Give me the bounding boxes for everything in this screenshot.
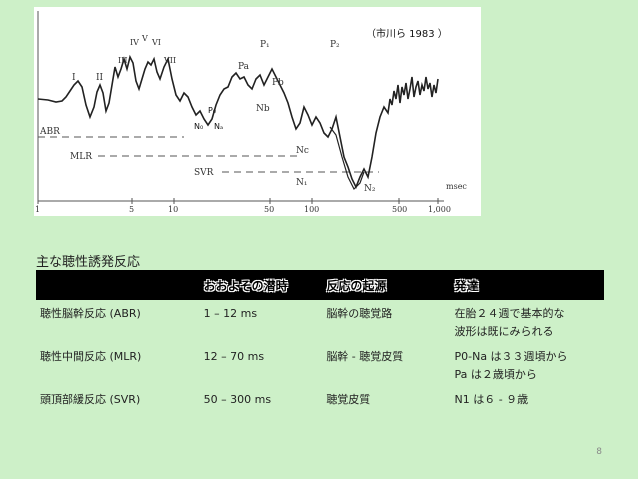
wave-label: N₂ <box>364 184 376 194</box>
aep-waveform-alt <box>329 126 365 191</box>
x-tick-label: 1 <box>35 205 40 214</box>
origin: 脳幹 - 聴覚皮質 <box>326 350 404 363</box>
latency: 12 – 70 ms <box>203 350 265 363</box>
x-tick-label: 100 <box>304 205 319 214</box>
response-name: 聴性中間反応 (MLR) <box>40 350 142 363</box>
header-cell-development: 発達 <box>450 270 604 300</box>
x-unit-label: msec <box>446 182 467 191</box>
development: 在胎２４週で基本的な 波形は既にみられる <box>454 307 565 338</box>
wave-label: N₁ <box>296 178 307 188</box>
section-title: 主な聴性誘発反応 <box>36 255 141 270</box>
header-origin: 反応の起源 <box>326 278 387 293</box>
waveform-plot: 1 5 10 50 100 500 1,000 msec ABR MLR SVR… <box>35 11 467 214</box>
x-tick-label: 10 <box>168 205 178 214</box>
latency: 50 – 300 ms <box>203 393 272 406</box>
origin: 脳幹の聴覚路 <box>326 307 393 320</box>
x-tick-label: 5 <box>129 205 134 214</box>
wave-label: Pb <box>272 78 284 88</box>
wave-label: V <box>141 34 148 43</box>
aep-table: おおよその潜時 反応の起源 発達 聴性脳幹反応 (ABR) 1 – 12 ms … <box>36 270 604 415</box>
wave-label: Pa <box>238 62 250 72</box>
waveform-figure: 1 5 10 50 100 500 1,000 msec ABR MLR SVR… <box>34 7 481 216</box>
wave-label: II <box>96 73 104 83</box>
header-cell-origin: 反応の起源 <box>322 270 451 300</box>
wave-label: N₀ <box>194 122 203 131</box>
citation: （市川ら 1983 ） <box>366 27 448 40</box>
wave-label: P₂ <box>330 40 340 50</box>
abr-label: ABR <box>39 127 60 137</box>
latency: 1 – 12 ms <box>203 307 258 320</box>
table-row: 頭頂部緩反応 (SVR) 50 – 300 ms 聴覚皮質 N1 は６ - ９歳 <box>36 386 604 415</box>
wave-label: Nb <box>256 104 270 114</box>
table-row: 聴性中間反応 (MLR) 12 – 70 ms 脳幹 - 聴覚皮質 P0-Na … <box>36 343 604 386</box>
x-tick-label: 1,000 <box>428 205 451 214</box>
svr-label: SVR <box>194 168 214 178</box>
development: P0-Na は３３週頃から Pa は２歳頃から <box>454 350 568 381</box>
origin: 聴覚皮質 <box>326 393 371 406</box>
response-name: 聴性脳幹反応 (ABR) <box>40 307 141 320</box>
header-development: 発達 <box>454 278 479 293</box>
wave-label: VII <box>163 56 176 65</box>
wave-label: III <box>118 56 127 65</box>
wave-label: IV <box>130 38 139 47</box>
wave-label: I <box>72 73 76 83</box>
x-tick-label: 50 <box>264 205 274 214</box>
table-header-row: おおよその潜時 反応の起源 発達 <box>36 270 604 300</box>
wave-label: Nc <box>296 146 309 156</box>
response-name: 頭頂部緩反応 (SVR) <box>40 393 141 406</box>
table-row: 聴性脳幹反応 (ABR) 1 – 12 ms 脳幹の聴覚路 在胎２４週で基本的な… <box>36 300 604 343</box>
wave-label: P₁ <box>260 40 270 50</box>
header-cell-empty <box>36 270 200 300</box>
wave-label: VI <box>151 38 161 47</box>
x-tick-label: 500 <box>392 205 407 214</box>
aep-waveform <box>37 54 439 189</box>
wave-label: Nₐ <box>214 122 223 131</box>
header-cell-latency: おおよその潜時 <box>199 270 323 300</box>
page-number: 8 <box>596 447 602 457</box>
wave-label: P₀ <box>208 106 216 115</box>
header-latency: おおよその潜時 <box>203 278 288 293</box>
development: N1 は６ - ９歳 <box>454 393 529 406</box>
mlr-label: MLR <box>70 152 92 162</box>
